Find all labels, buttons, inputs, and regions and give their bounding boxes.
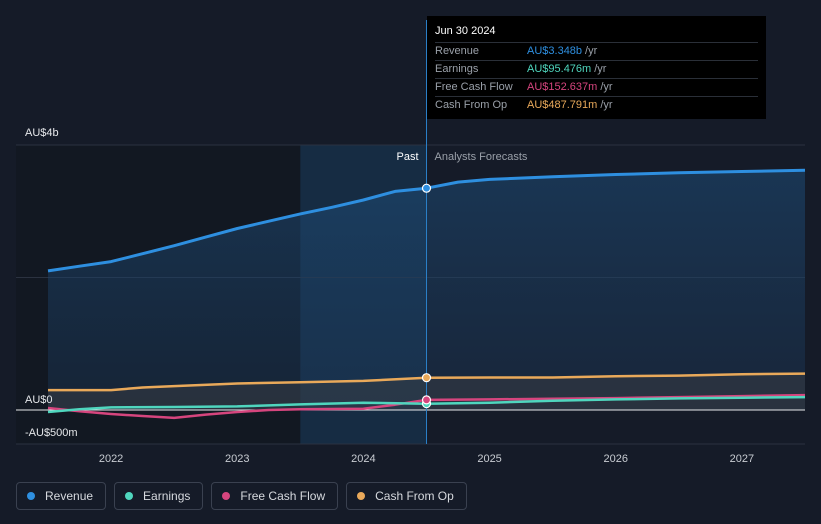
past-label: Past bbox=[396, 151, 418, 163]
legend-label: Free Cash Flow bbox=[240, 489, 326, 503]
legend-label: Cash From Op bbox=[375, 489, 454, 503]
tooltip-label: Cash From Op bbox=[435, 99, 508, 111]
y-label-top: AU$4b bbox=[25, 127, 59, 139]
tooltip-row-earnings: Earnings AU$95.476m /yr bbox=[435, 60, 758, 78]
tooltip-unit: /yr bbox=[600, 81, 613, 93]
tooltip-label: Earnings bbox=[435, 63, 479, 75]
x-tick-label: 2024 bbox=[351, 453, 375, 465]
tooltip-unit: /yr bbox=[594, 63, 607, 75]
marker-revenue bbox=[421, 183, 432, 193]
x-tick-label: 2026 bbox=[604, 453, 628, 465]
x-tick-label: 2023 bbox=[225, 453, 249, 465]
legend-item-cash-from-op[interactable]: Cash From Op bbox=[346, 482, 467, 510]
tooltip-value: AU$95.476m bbox=[527, 63, 592, 75]
series-line-cash-from-op bbox=[48, 372, 806, 392]
marker-cash-from-op bbox=[421, 373, 432, 383]
legend-item-free-cash-flow[interactable]: Free Cash Flow bbox=[211, 482, 339, 510]
tooltip-value: AU$3.348b bbox=[527, 45, 583, 57]
tooltip-row-free-cash-flow: Free Cash Flow AU$152.637m /yr bbox=[435, 78, 758, 96]
legend-label: Revenue bbox=[45, 489, 94, 503]
legend-dot-icon bbox=[357, 492, 366, 500]
legend-label: Earnings bbox=[143, 489, 191, 503]
y-label-zero: AU$0 bbox=[25, 394, 53, 406]
tooltip-date: Jun 30 2024 bbox=[435, 25, 496, 37]
tooltip-label: Free Cash Flow bbox=[435, 81, 513, 93]
tooltip-value: AU$487.791m bbox=[527, 99, 598, 111]
tooltip-unit: /yr bbox=[600, 99, 613, 111]
x-tick-label: 2027 bbox=[730, 453, 754, 465]
tooltip-row-revenue: Revenue AU$3.348b /yr bbox=[435, 42, 758, 60]
x-tick-label: 2022 bbox=[99, 453, 123, 465]
series-line-revenue bbox=[47, 168, 806, 273]
marker-free-cash-flow bbox=[421, 395, 432, 405]
series-line-earnings bbox=[47, 395, 806, 414]
x-tick-label: 2025 bbox=[477, 453, 501, 465]
legend-item-earnings[interactable]: Earnings bbox=[114, 482, 204, 510]
legend-dot-icon bbox=[125, 492, 134, 500]
y-label-bottom: -AU$500m bbox=[25, 427, 78, 439]
legend: Revenue Earnings Free Cash Flow Cash Fro… bbox=[16, 482, 467, 510]
legend-dot-icon bbox=[222, 492, 231, 500]
forecast-label: Analysts Forecasts bbox=[435, 151, 528, 163]
tooltip: Jun 30 2024 Revenue AU$3.348b /yr Earnin… bbox=[427, 16, 766, 119]
tooltip-value: AU$152.637m bbox=[527, 81, 598, 93]
series-line-free-cash-flow bbox=[47, 393, 806, 420]
tooltip-unit: /yr bbox=[585, 45, 598, 57]
tooltip-label: Revenue bbox=[435, 45, 480, 57]
legend-item-revenue[interactable]: Revenue bbox=[16, 482, 107, 510]
legend-dot-icon bbox=[27, 492, 35, 500]
tooltip-row-cash-from-op: Cash From Op AU$487.791m /yr bbox=[435, 96, 758, 114]
